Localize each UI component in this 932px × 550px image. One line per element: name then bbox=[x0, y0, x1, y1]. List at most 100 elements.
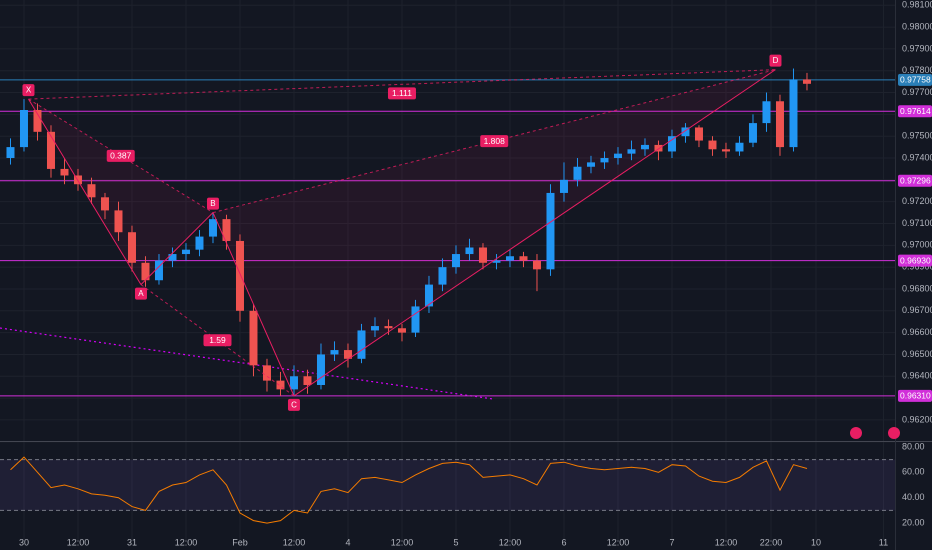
candle-body bbox=[748, 123, 757, 143]
level-tag bbox=[898, 105, 932, 118]
pattern-leg bbox=[212, 212, 295, 397]
candle-body bbox=[262, 365, 271, 381]
candle-body bbox=[708, 140, 717, 150]
pattern-leg bbox=[140, 212, 214, 285]
point-tag bbox=[206, 197, 219, 210]
candle-body bbox=[249, 310, 258, 366]
candle-body bbox=[222, 219, 231, 241]
ratio-label: 0.387 bbox=[110, 151, 132, 161]
pattern-area bbox=[28, 99, 213, 285]
candle-body bbox=[303, 376, 312, 385]
point-tag bbox=[769, 54, 782, 67]
point-label: D bbox=[773, 56, 779, 65]
x-tick-label: Feb bbox=[232, 537, 248, 547]
pattern-leg bbox=[28, 98, 142, 285]
y-tick-label: 0.96400 bbox=[902, 371, 932, 381]
y-tick-label: 0.96800 bbox=[902, 283, 932, 293]
candle-body bbox=[492, 260, 501, 263]
y-tick-label: 0.96200 bbox=[902, 414, 932, 424]
level-tag bbox=[898, 174, 932, 187]
candle-body bbox=[181, 249, 190, 255]
x-tick-label: 22:00 bbox=[760, 537, 783, 547]
candle-body bbox=[775, 101, 784, 148]
candle-body bbox=[114, 210, 123, 233]
ratio-label: 1.59 bbox=[209, 335, 226, 345]
y-tick-label: 0.98100 bbox=[902, 0, 932, 10]
candle-body bbox=[384, 326, 393, 329]
candle-body bbox=[370, 326, 379, 331]
x-tick-label: 12:00 bbox=[67, 537, 90, 547]
trend-line bbox=[0, 327, 494, 400]
candle-body bbox=[694, 127, 703, 141]
point-tag bbox=[22, 84, 35, 97]
y-tick-label: 0.97700 bbox=[902, 87, 932, 97]
candle-body bbox=[721, 149, 730, 152]
point-label: X bbox=[26, 86, 32, 95]
candle-body bbox=[330, 350, 339, 355]
alert-icon[interactable] bbox=[888, 427, 900, 439]
y-tick-label: 40.00 bbox=[902, 492, 925, 502]
candle-body bbox=[6, 147, 15, 159]
candle-body bbox=[559, 179, 568, 193]
candle-body bbox=[627, 149, 636, 154]
level-label: 0.96310 bbox=[900, 391, 931, 401]
level-tag bbox=[898, 389, 932, 402]
level-label: 0.97614 bbox=[900, 106, 931, 116]
ratio-label: 1.808 bbox=[484, 136, 506, 146]
candle-body bbox=[19, 110, 28, 148]
ratio-tag bbox=[203, 334, 232, 347]
x-tick-label: 12:00 bbox=[175, 537, 198, 547]
candle-body bbox=[235, 240, 244, 311]
rsi-line bbox=[10, 456, 808, 524]
y-tick-label: 0.97000 bbox=[902, 240, 932, 250]
pattern-ratio-line bbox=[140, 284, 295, 397]
point-tag bbox=[287, 398, 300, 411]
candle-body bbox=[87, 184, 96, 198]
candle-body bbox=[465, 247, 474, 255]
ratio-tag bbox=[387, 87, 416, 100]
x-tick-label: 12:00 bbox=[283, 537, 306, 547]
candle-body bbox=[681, 127, 690, 137]
candle-body bbox=[33, 110, 42, 132]
candle-body bbox=[343, 350, 352, 359]
candle-body bbox=[195, 236, 204, 250]
y-tick-label: 20.00 bbox=[902, 517, 925, 527]
y-tick-label: 0.97100 bbox=[902, 218, 932, 228]
x-tick-label: 5 bbox=[453, 537, 458, 547]
candle-body bbox=[424, 284, 433, 307]
alert-icon[interactable] bbox=[850, 427, 862, 439]
x-tick-label: 11 bbox=[879, 537, 888, 547]
level-tag bbox=[898, 73, 932, 86]
y-tick-label: 0.96500 bbox=[902, 349, 932, 359]
candle-body bbox=[762, 101, 771, 124]
x-tick-label: 7 bbox=[669, 537, 674, 547]
candle-body bbox=[600, 158, 609, 163]
y-tick-label: 0.98000 bbox=[902, 21, 932, 31]
candle-body bbox=[789, 79, 798, 148]
y-tick-label: 0.97200 bbox=[902, 196, 932, 206]
rsi-band-fill bbox=[0, 459, 895, 511]
level-tag bbox=[898, 254, 932, 267]
level-label: 0.97296 bbox=[900, 175, 931, 185]
x-tick-label: 12:00 bbox=[607, 537, 630, 547]
candle-body bbox=[519, 256, 528, 261]
y-tick-label: 0.97900 bbox=[902, 43, 932, 53]
pattern-leg bbox=[293, 69, 776, 397]
candle-body bbox=[613, 153, 622, 159]
candle-body bbox=[289, 376, 298, 390]
y-tick-label: 0.97400 bbox=[902, 152, 932, 162]
y-tick-label: 0.97800 bbox=[902, 65, 932, 75]
candle-body bbox=[46, 131, 55, 169]
candle-body bbox=[478, 247, 487, 263]
x-tick-label: 31 bbox=[127, 537, 137, 547]
candle-body bbox=[60, 168, 69, 176]
y-tick-label: 0.97500 bbox=[902, 131, 932, 141]
ratio-tag bbox=[480, 135, 509, 148]
candle-body bbox=[532, 260, 541, 270]
ratio-tag bbox=[106, 149, 135, 162]
candle-body bbox=[640, 144, 649, 150]
candle-body bbox=[735, 142, 744, 152]
candle-body bbox=[586, 162, 595, 167]
